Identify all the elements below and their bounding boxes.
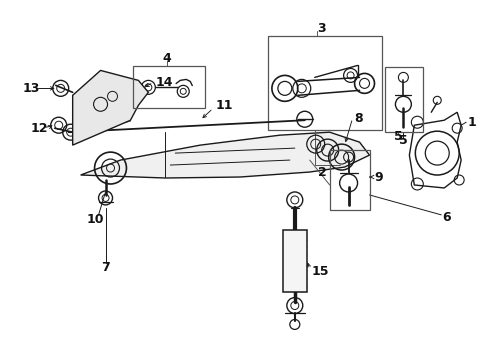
Text: 4: 4 — [163, 52, 171, 65]
Bar — [267, 36, 382, 130]
Text: 15: 15 — [311, 265, 328, 278]
Text: 12: 12 — [31, 122, 48, 135]
Text: 5: 5 — [398, 134, 407, 147]
Bar — [282, 230, 306, 292]
Polygon shape — [73, 71, 148, 145]
Text: 5: 5 — [393, 130, 402, 143]
Text: 10: 10 — [87, 213, 104, 226]
Text: 14: 14 — [155, 76, 172, 89]
Text: 6: 6 — [441, 211, 450, 224]
Text: 9: 9 — [374, 171, 382, 184]
Text: 1: 1 — [466, 116, 475, 129]
Polygon shape — [81, 132, 369, 178]
Bar — [133, 67, 205, 108]
Bar — [329, 150, 369, 210]
Text: 11: 11 — [215, 99, 232, 112]
Bar — [385, 67, 423, 132]
Text: 7: 7 — [101, 261, 110, 274]
Text: 8: 8 — [354, 112, 363, 125]
Text: 2: 2 — [318, 166, 326, 179]
Text: 3: 3 — [316, 22, 325, 35]
Text: 13: 13 — [23, 82, 40, 95]
